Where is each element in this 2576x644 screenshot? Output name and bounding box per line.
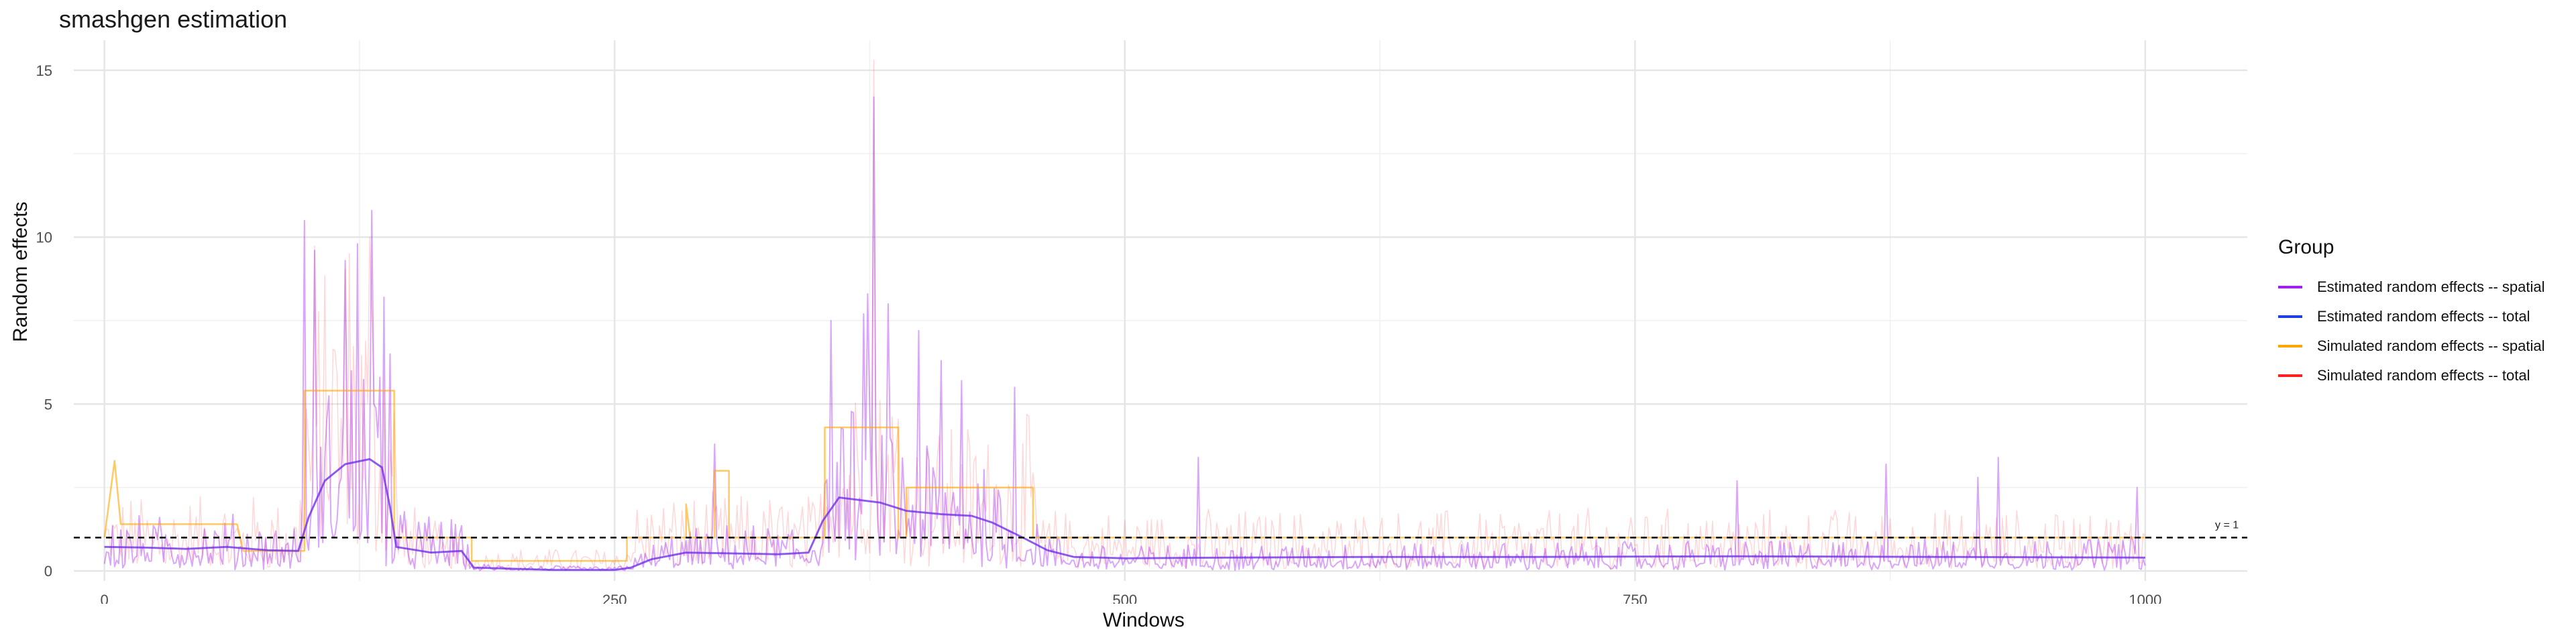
grid-lines (74, 40, 2247, 581)
legend-title: Group (2278, 236, 2334, 258)
plot-area: y = 1 0 250 500 750 1000 0 5 10 15 (36, 40, 2247, 604)
legend-item: Simulated random effects -- total (2278, 361, 2545, 390)
legend-items: Estimated random effects -- spatial Estim… (2278, 272, 2545, 390)
y-tick-label: 0 (44, 563, 52, 580)
x-tick-label: 500 (1112, 592, 1137, 604)
reference-line-label: y = 1 (2215, 519, 2239, 531)
series-estimated-total-overlay (104, 458, 2145, 571)
legend-label: Estimated random effects -- spatial (2317, 278, 2545, 295)
legend-item: Estimated random effects -- total (2278, 302, 2545, 331)
chart-title: smashgen estimation (59, 5, 288, 33)
legend: Group Estimated random effects -- spatia… (2278, 236, 2545, 390)
legend-item: Estimated random effects -- spatial (2278, 272, 2545, 302)
x-tick-label: 0 (101, 592, 109, 604)
legend-label: Simulated random effects -- spatial (2317, 337, 2545, 354)
legend-item: Simulated random effects -- spatial (2278, 331, 2545, 361)
y-tick-label: 15 (36, 62, 52, 79)
reference-layer: y = 1 (74, 519, 2247, 539)
legend-label: Estimated random effects -- total (2317, 308, 2530, 325)
legend-key (2278, 286, 2302, 288)
legend-key (2278, 345, 2302, 347)
tick-labels: 0 250 500 750 1000 0 5 10 15 (36, 62, 2162, 604)
x-axis-label: Windows (1103, 609, 1185, 631)
series-simulated-total (103, 60, 2146, 571)
y-tick-label: 5 (44, 396, 52, 413)
y-tick-label: 10 (36, 229, 52, 246)
legend-key (2278, 315, 2302, 318)
legend-label: Simulated random effects -- total (2317, 367, 2530, 384)
series-estimated-spatial (103, 96, 2146, 572)
x-tick-label: 750 (1623, 592, 1648, 604)
x-tick-label: 250 (602, 592, 627, 604)
x-tick-label: 1000 (2129, 592, 2161, 604)
legend-key (2278, 374, 2302, 377)
